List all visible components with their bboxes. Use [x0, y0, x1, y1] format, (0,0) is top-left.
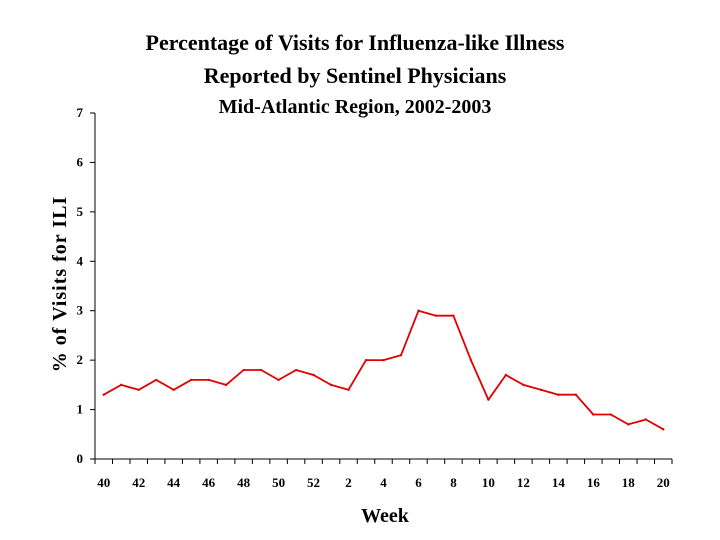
data-point	[329, 383, 333, 387]
data-point	[172, 388, 175, 391]
data-point	[224, 383, 228, 387]
chart-axes	[94, 113, 672, 460]
data-point	[522, 383, 525, 387]
x-tick-label: 8	[450, 475, 457, 490]
data-point	[347, 388, 350, 391]
series-line	[103, 309, 664, 431]
y-tick-label: 2	[77, 352, 84, 367]
data-point	[137, 388, 140, 391]
x-tick-label: 52	[307, 475, 320, 490]
y-tick-label: 1	[77, 402, 84, 417]
chart-subtitle: Reported by Sentinel Physicians	[203, 63, 507, 88]
y-tick-label: 7	[77, 105, 84, 120]
x-tick-label: 4	[380, 475, 387, 490]
x-tick-label: 18	[622, 475, 636, 490]
data-point	[154, 378, 158, 382]
x-tick-label: 20	[657, 475, 670, 490]
data-point	[609, 413, 613, 416]
x-tick-label: 46	[202, 475, 216, 490]
data-point	[312, 373, 315, 377]
x-tick-label: 12	[517, 475, 530, 490]
x-tick-label: 40	[97, 475, 110, 490]
y-tick-label: 3	[77, 303, 84, 318]
x-tick-label: 14	[552, 475, 566, 490]
data-point	[399, 354, 403, 357]
y-axis-ticks: 0 1 2 3 4 5 6 7	[77, 105, 95, 466]
x-axis-ticks: 40 42 44 46 48 50 52 2 4 6 8 10 12 14 16 18 20	[94, 459, 673, 490]
data-point	[452, 314, 455, 317]
chart-subtitle-region: Mid-Atlantic Region, 2002-2003	[218, 96, 492, 118]
data-point	[627, 423, 630, 426]
data-point	[434, 314, 438, 317]
x-tick-label: 2	[345, 475, 352, 490]
x-tick-label: 10	[482, 475, 495, 490]
data-point	[102, 393, 105, 396]
series-layer	[102, 309, 665, 431]
data-point	[294, 368, 298, 372]
x-tick-label: 44	[167, 475, 181, 490]
data-point	[382, 358, 385, 362]
data-point	[259, 368, 263, 372]
data-point	[277, 378, 280, 382]
data-point	[644, 418, 647, 421]
x-tick-label: 50	[272, 475, 285, 490]
y-tick-label: 0	[77, 451, 84, 466]
y-tick-label: 6	[77, 154, 84, 169]
x-tick-label: 48	[237, 475, 251, 490]
data-point	[592, 413, 595, 416]
data-point	[557, 393, 560, 396]
data-point	[539, 388, 543, 391]
data-point	[487, 398, 490, 401]
chart-title: Percentage of Visits for Influenza-like …	[145, 30, 565, 55]
x-tick-label: 16	[587, 475, 601, 490]
data-point	[242, 368, 245, 372]
data-point	[469, 358, 473, 362]
data-point	[120, 383, 123, 387]
data-point	[417, 309, 420, 312]
data-point	[364, 358, 368, 362]
y-axis-title: % of Visits for ILI	[49, 196, 71, 372]
y-tick-label: 5	[77, 204, 84, 219]
y-tick-label: 4	[77, 253, 84, 268]
x-tick-label: 42	[132, 475, 145, 490]
data-point	[207, 378, 210, 382]
data-point	[574, 393, 578, 396]
data-point	[189, 378, 193, 382]
data-point	[662, 428, 665, 431]
x-axis-title: Week	[361, 505, 410, 527]
data-point	[504, 373, 508, 377]
x-tick-label: 6	[415, 475, 422, 490]
